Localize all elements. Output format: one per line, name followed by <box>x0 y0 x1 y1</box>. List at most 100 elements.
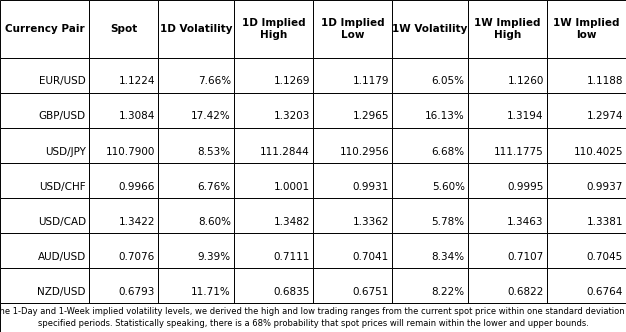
Bar <box>0 233 89 268</box>
Bar <box>547 233 626 268</box>
Text: 1.3381: 1.3381 <box>587 216 623 226</box>
Bar <box>0 198 89 233</box>
Text: 1.0001: 1.0001 <box>274 182 310 192</box>
Bar <box>468 128 547 163</box>
Text: 0.6751: 0.6751 <box>352 287 389 296</box>
Bar <box>234 128 313 163</box>
Text: 0.9931: 0.9931 <box>352 182 389 192</box>
Text: 0.6835: 0.6835 <box>274 287 310 296</box>
Bar <box>468 93 547 128</box>
Text: Currency Pair: Currency Pair <box>4 24 85 34</box>
Text: 0.6793: 0.6793 <box>119 287 155 296</box>
Text: 110.7900: 110.7900 <box>106 146 155 156</box>
Text: 17.42%: 17.42% <box>191 112 231 122</box>
Bar <box>313 198 392 233</box>
Bar <box>0 268 89 303</box>
Bar <box>234 163 313 198</box>
Text: 8.60%: 8.60% <box>198 216 231 226</box>
Bar <box>158 93 234 128</box>
Text: 1.1260: 1.1260 <box>508 76 544 86</box>
Text: 1D Volatility: 1D Volatility <box>160 24 232 34</box>
Bar <box>89 268 158 303</box>
Text: Using the 1-Day and 1-Week implied volatility levels, we derived the high and lo: Using the 1-Day and 1-Week implied volat… <box>0 307 626 328</box>
Bar <box>468 58 547 93</box>
Bar <box>158 233 234 268</box>
Bar <box>89 163 158 198</box>
Bar <box>0 0 89 58</box>
Text: 1W Implied
low: 1W Implied low <box>553 18 620 40</box>
Bar <box>89 198 158 233</box>
Bar <box>392 268 468 303</box>
Text: 0.9966: 0.9966 <box>119 182 155 192</box>
Bar <box>0 58 89 93</box>
Bar <box>0 93 89 128</box>
Text: 1.1188: 1.1188 <box>587 76 623 86</box>
Text: GBP/USD: GBP/USD <box>39 112 86 122</box>
Text: 0.7076: 0.7076 <box>119 252 155 262</box>
Text: 0.7045: 0.7045 <box>587 252 623 262</box>
Bar <box>468 268 547 303</box>
Text: 1D Implied
High: 1D Implied High <box>242 18 305 40</box>
Text: 5.78%: 5.78% <box>431 216 464 226</box>
Bar <box>89 233 158 268</box>
Bar <box>468 0 547 58</box>
Text: 1.3463: 1.3463 <box>507 216 544 226</box>
Bar <box>313 268 392 303</box>
Bar <box>158 198 234 233</box>
Text: 1W Implied
High: 1W Implied High <box>474 18 541 40</box>
Text: 0.9937: 0.9937 <box>587 182 623 192</box>
Bar <box>0 163 89 198</box>
Text: 1D Implied
Low: 1D Implied Low <box>321 18 384 40</box>
Bar <box>392 58 468 93</box>
Text: 1.3422: 1.3422 <box>118 216 155 226</box>
Text: 0.6822: 0.6822 <box>508 287 544 296</box>
Text: 5.60%: 5.60% <box>432 182 464 192</box>
Bar <box>392 128 468 163</box>
Text: NZD/USD: NZD/USD <box>38 287 86 296</box>
Text: 6.05%: 6.05% <box>432 76 464 86</box>
Bar <box>234 93 313 128</box>
Bar <box>89 0 158 58</box>
Text: 11.71%: 11.71% <box>191 287 231 296</box>
Text: Spot: Spot <box>110 24 137 34</box>
Bar <box>547 198 626 233</box>
Bar <box>234 198 313 233</box>
Text: 0.7107: 0.7107 <box>508 252 544 262</box>
Bar <box>392 163 468 198</box>
Text: USD/CHF: USD/CHF <box>39 182 86 192</box>
Text: 1.1224: 1.1224 <box>118 76 155 86</box>
Text: USD/CAD: USD/CAD <box>38 216 86 226</box>
Text: USD/JPY: USD/JPY <box>45 146 86 156</box>
Bar <box>234 58 313 93</box>
Bar <box>158 58 234 93</box>
Bar <box>313 163 392 198</box>
Text: 6.68%: 6.68% <box>431 146 464 156</box>
Bar <box>392 233 468 268</box>
Bar <box>392 93 468 128</box>
Text: 16.13%: 16.13% <box>425 112 464 122</box>
Bar <box>468 198 547 233</box>
Bar <box>89 128 158 163</box>
Text: 1.2965: 1.2965 <box>352 112 389 122</box>
Text: 8.22%: 8.22% <box>431 287 464 296</box>
Bar <box>547 128 626 163</box>
Text: 111.1775: 111.1775 <box>494 146 544 156</box>
Bar <box>158 268 234 303</box>
Text: 1W Volatility: 1W Volatility <box>393 24 468 34</box>
Text: 9.39%: 9.39% <box>198 252 231 262</box>
Bar <box>234 268 313 303</box>
Text: 1.1269: 1.1269 <box>274 76 310 86</box>
Bar <box>468 163 547 198</box>
Bar <box>313 58 392 93</box>
Text: 1.3084: 1.3084 <box>119 112 155 122</box>
Text: 0.7041: 0.7041 <box>352 252 389 262</box>
Text: 7.66%: 7.66% <box>198 76 231 86</box>
Bar <box>468 233 547 268</box>
Text: 1.3203: 1.3203 <box>274 112 310 122</box>
Text: 1.3194: 1.3194 <box>507 112 544 122</box>
Bar <box>547 58 626 93</box>
Bar <box>313 233 392 268</box>
Bar <box>0 128 89 163</box>
Text: 1.1179: 1.1179 <box>352 76 389 86</box>
Bar <box>0 303 626 332</box>
